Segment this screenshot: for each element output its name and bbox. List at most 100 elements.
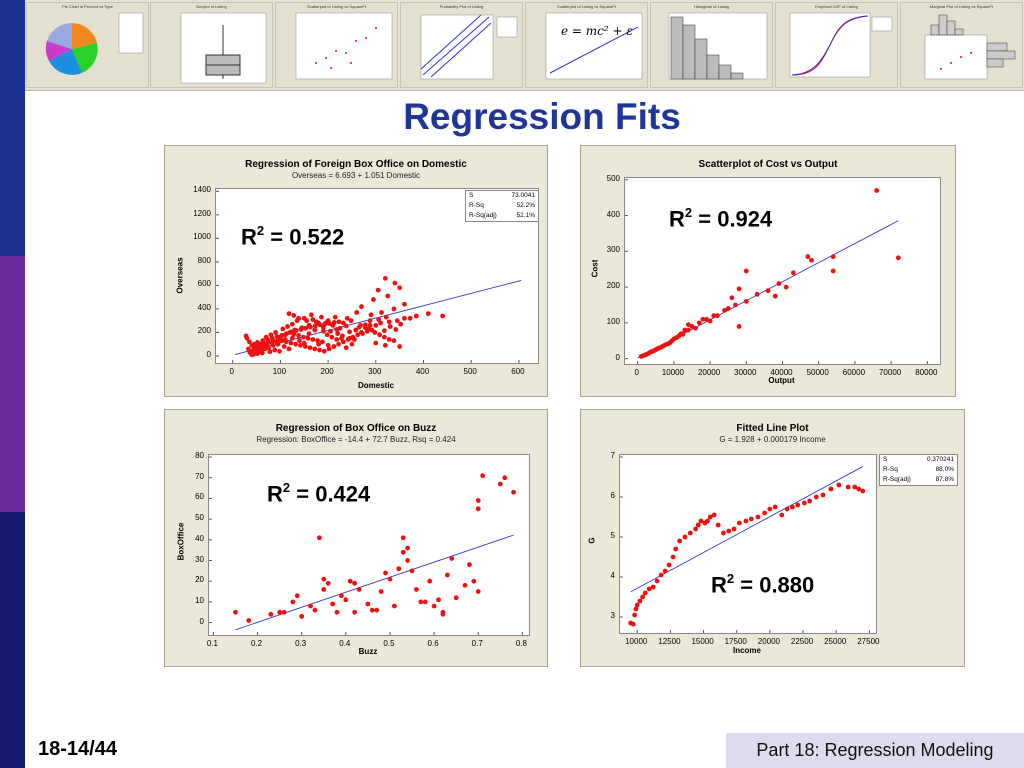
x-tick-label: 20000 bbox=[697, 368, 721, 377]
thumb-ecdf: Empirical CDF of Listing bbox=[775, 2, 898, 88]
data-point bbox=[658, 344, 664, 350]
y-tick-label: 100 bbox=[606, 316, 620, 326]
ecdf-curve bbox=[791, 15, 869, 76]
data-point bbox=[308, 324, 313, 330]
x-tick-label: 0.8 bbox=[515, 639, 527, 648]
data-point bbox=[431, 603, 437, 609]
data-point bbox=[425, 311, 431, 317]
data-point bbox=[852, 484, 858, 490]
stats-box: S 0.370241 R-Sq 88.0% R-Sq(adj) 87.8% bbox=[879, 454, 958, 486]
data-point bbox=[391, 603, 397, 609]
data-point bbox=[293, 328, 299, 334]
boxplot-thumbnail bbox=[180, 12, 267, 84]
data-point bbox=[646, 586, 652, 592]
data-point bbox=[353, 327, 359, 333]
histogram-bar bbox=[682, 24, 696, 80]
data-point bbox=[321, 576, 327, 582]
data-point bbox=[676, 332, 682, 338]
data-point bbox=[402, 301, 407, 307]
data-point bbox=[321, 587, 327, 592]
data-point bbox=[339, 593, 344, 599]
stats-box: S 73.0041 R-Sq 52.2% R-Sq(adj) 52.1% bbox=[465, 190, 539, 222]
sidebar-band-blue bbox=[0, 0, 25, 256]
plot-svg bbox=[625, 179, 928, 364]
data-point bbox=[707, 318, 713, 324]
marginal-bar bbox=[986, 42, 1008, 52]
data-point bbox=[246, 618, 252, 623]
data-point bbox=[444, 572, 450, 578]
data-point bbox=[343, 597, 349, 603]
data-point bbox=[339, 335, 344, 341]
data-point bbox=[268, 611, 274, 617]
data-point bbox=[642, 590, 648, 596]
data-point bbox=[772, 293, 778, 299]
data-point bbox=[502, 475, 508, 481]
data-point bbox=[329, 334, 335, 340]
thumb-ci-line bbox=[430, 22, 492, 78]
data-point bbox=[343, 345, 349, 351]
data-point bbox=[269, 335, 275, 341]
data-point bbox=[344, 315, 350, 321]
data-point bbox=[376, 317, 382, 322]
chart-panel-cost-output: Scatterplot of Cost vs Output R2 = 0.924… bbox=[580, 145, 956, 397]
data-point bbox=[762, 510, 767, 516]
x-tick-label: 0.3 bbox=[295, 639, 307, 648]
data-point bbox=[334, 337, 340, 342]
data-point bbox=[413, 313, 419, 319]
y-tick-label: 400 bbox=[606, 209, 620, 219]
y-tick-label: 400 bbox=[197, 302, 211, 312]
y-tick-label: 30 bbox=[195, 554, 204, 564]
x-tick-label: 20000 bbox=[757, 637, 780, 646]
footer-course-label: Part 18: Regression Modeling bbox=[726, 733, 1024, 768]
data-point bbox=[246, 339, 252, 345]
y-tick-label: 50 bbox=[195, 513, 204, 523]
x-tick-label: 25000 bbox=[824, 637, 847, 646]
y-tick-label: 1200 bbox=[193, 208, 211, 218]
data-point bbox=[830, 254, 836, 260]
data-point bbox=[397, 344, 403, 349]
data-point bbox=[754, 291, 760, 297]
data-point bbox=[350, 334, 356, 340]
thumb-title: Boxplot of Listing bbox=[196, 4, 227, 9]
y-tick-label: 600 bbox=[197, 279, 211, 289]
data-point bbox=[278, 338, 284, 344]
marginal-bar bbox=[946, 20, 956, 36]
data-point bbox=[396, 566, 402, 572]
y-tick-label: 500 bbox=[606, 173, 620, 183]
data-point bbox=[273, 330, 279, 335]
x-axis-label: Domestic bbox=[357, 381, 394, 390]
thumb-point bbox=[950, 62, 952, 64]
x-axis-label: Income bbox=[732, 646, 761, 655]
data-point bbox=[286, 311, 292, 317]
x-tick-label: 70000 bbox=[878, 368, 902, 377]
data-point bbox=[302, 344, 308, 349]
data-point bbox=[293, 341, 299, 347]
data-point bbox=[253, 346, 258, 352]
data-point bbox=[845, 484, 851, 490]
pie-slice bbox=[47, 22, 72, 49]
data-point bbox=[281, 609, 287, 615]
data-point bbox=[680, 331, 686, 337]
data-point bbox=[693, 526, 699, 532]
data-point bbox=[373, 340, 379, 346]
data-point bbox=[371, 297, 376, 302]
data-point bbox=[320, 328, 326, 334]
stat-row: R-Sq(adj) 52.1% bbox=[466, 211, 538, 221]
data-point bbox=[308, 603, 313, 609]
fit-line bbox=[630, 466, 863, 593]
y-tick-label: 20 bbox=[195, 575, 204, 585]
data-point bbox=[704, 316, 709, 322]
data-point bbox=[289, 335, 295, 341]
thumb-point bbox=[940, 68, 942, 70]
data-point bbox=[303, 325, 309, 331]
data-point bbox=[349, 341, 355, 347]
data-point bbox=[310, 317, 316, 322]
stat-value: 88.0% bbox=[935, 466, 954, 473]
data-point bbox=[331, 344, 337, 349]
data-point bbox=[400, 549, 406, 555]
thumb-boxplot: Boxplot of Listing bbox=[150, 2, 273, 88]
data-point bbox=[698, 518, 704, 524]
data-point bbox=[669, 338, 675, 344]
chart-title: Regression of Box Office on Buzz bbox=[275, 423, 437, 434]
data-point bbox=[436, 597, 441, 603]
